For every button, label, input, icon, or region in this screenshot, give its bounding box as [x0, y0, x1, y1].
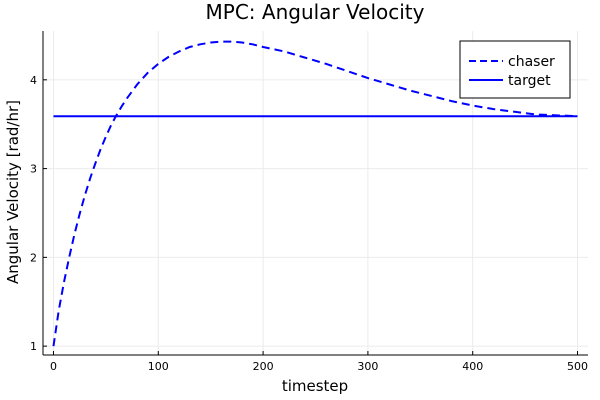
series-line-chaser [52, 40, 578, 347]
x-tick-label: 0 [50, 360, 57, 373]
y-tick-label: 4 [30, 74, 37, 87]
y-tick-label: 1 [30, 340, 37, 353]
x-tick-label: 100 [148, 360, 169, 373]
x-tick-label: 200 [253, 360, 274, 373]
chart-title: MPC: Angular Velocity [206, 0, 425, 24]
y-axis-label: Angular Velocity [rad/hr] [4, 100, 22, 284]
x-tick-label: 400 [462, 360, 483, 373]
y-tick-label: 3 [30, 163, 37, 176]
legend-box [459, 40, 571, 99]
legend-label-target: target [508, 73, 551, 89]
legend-label-chaser: chaser [508, 54, 555, 70]
legend: chaser target [459, 40, 571, 99]
y-tick-label: 2 [30, 251, 37, 264]
x-tick-label: 300 [357, 360, 378, 373]
x-axis-label: timestep [282, 377, 348, 395]
ticks: 0 100 200 300 400 500 1 2 3 4 [30, 74, 588, 373]
series-layer [52, 40, 578, 347]
axes [42, 31, 588, 356]
x-tick-label: 500 [567, 360, 588, 373]
